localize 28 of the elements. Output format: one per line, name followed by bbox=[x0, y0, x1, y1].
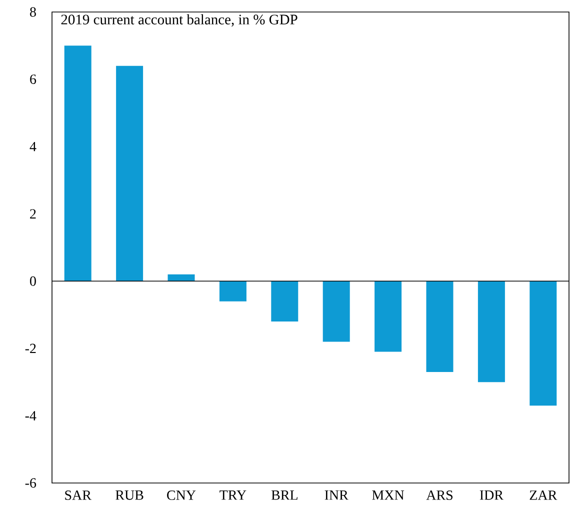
x-tick-label: INR bbox=[324, 490, 348, 500]
y-tick-label: 6 bbox=[30, 74, 36, 84]
bar bbox=[322, 281, 350, 342]
x-tick-label: TRY bbox=[220, 490, 246, 500]
bar bbox=[478, 281, 505, 382]
bar bbox=[271, 281, 298, 322]
bar bbox=[219, 281, 246, 302]
x-tick-label: MXN bbox=[372, 490, 404, 500]
y-tick-label: 8 bbox=[30, 7, 36, 17]
x-tick-label: IDR bbox=[480, 490, 504, 500]
x-tick-label: SAR bbox=[65, 490, 92, 500]
bar bbox=[426, 281, 454, 372]
bar bbox=[530, 281, 557, 406]
x-tick-label: ZAR bbox=[530, 490, 558, 500]
bar bbox=[116, 66, 144, 282]
y-tick-label: 0 bbox=[30, 276, 36, 286]
bar bbox=[64, 46, 92, 282]
x-tick-label: RUB bbox=[116, 490, 144, 500]
chart-title: 2019 current account balance, in % GDP bbox=[61, 14, 298, 27]
x-tick-label: BRL bbox=[271, 490, 298, 500]
y-tick-label: -4 bbox=[25, 411, 36, 420]
x-tick-label: ARS bbox=[426, 490, 453, 500]
y-tick-label: -6 bbox=[25, 478, 36, 488]
bar bbox=[374, 281, 402, 352]
x-tick-label: CNY bbox=[167, 490, 196, 500]
y-tick-label: -2 bbox=[25, 344, 36, 354]
y-tick-label: 2 bbox=[30, 209, 36, 218]
y-tick-label: 4 bbox=[30, 142, 36, 152]
